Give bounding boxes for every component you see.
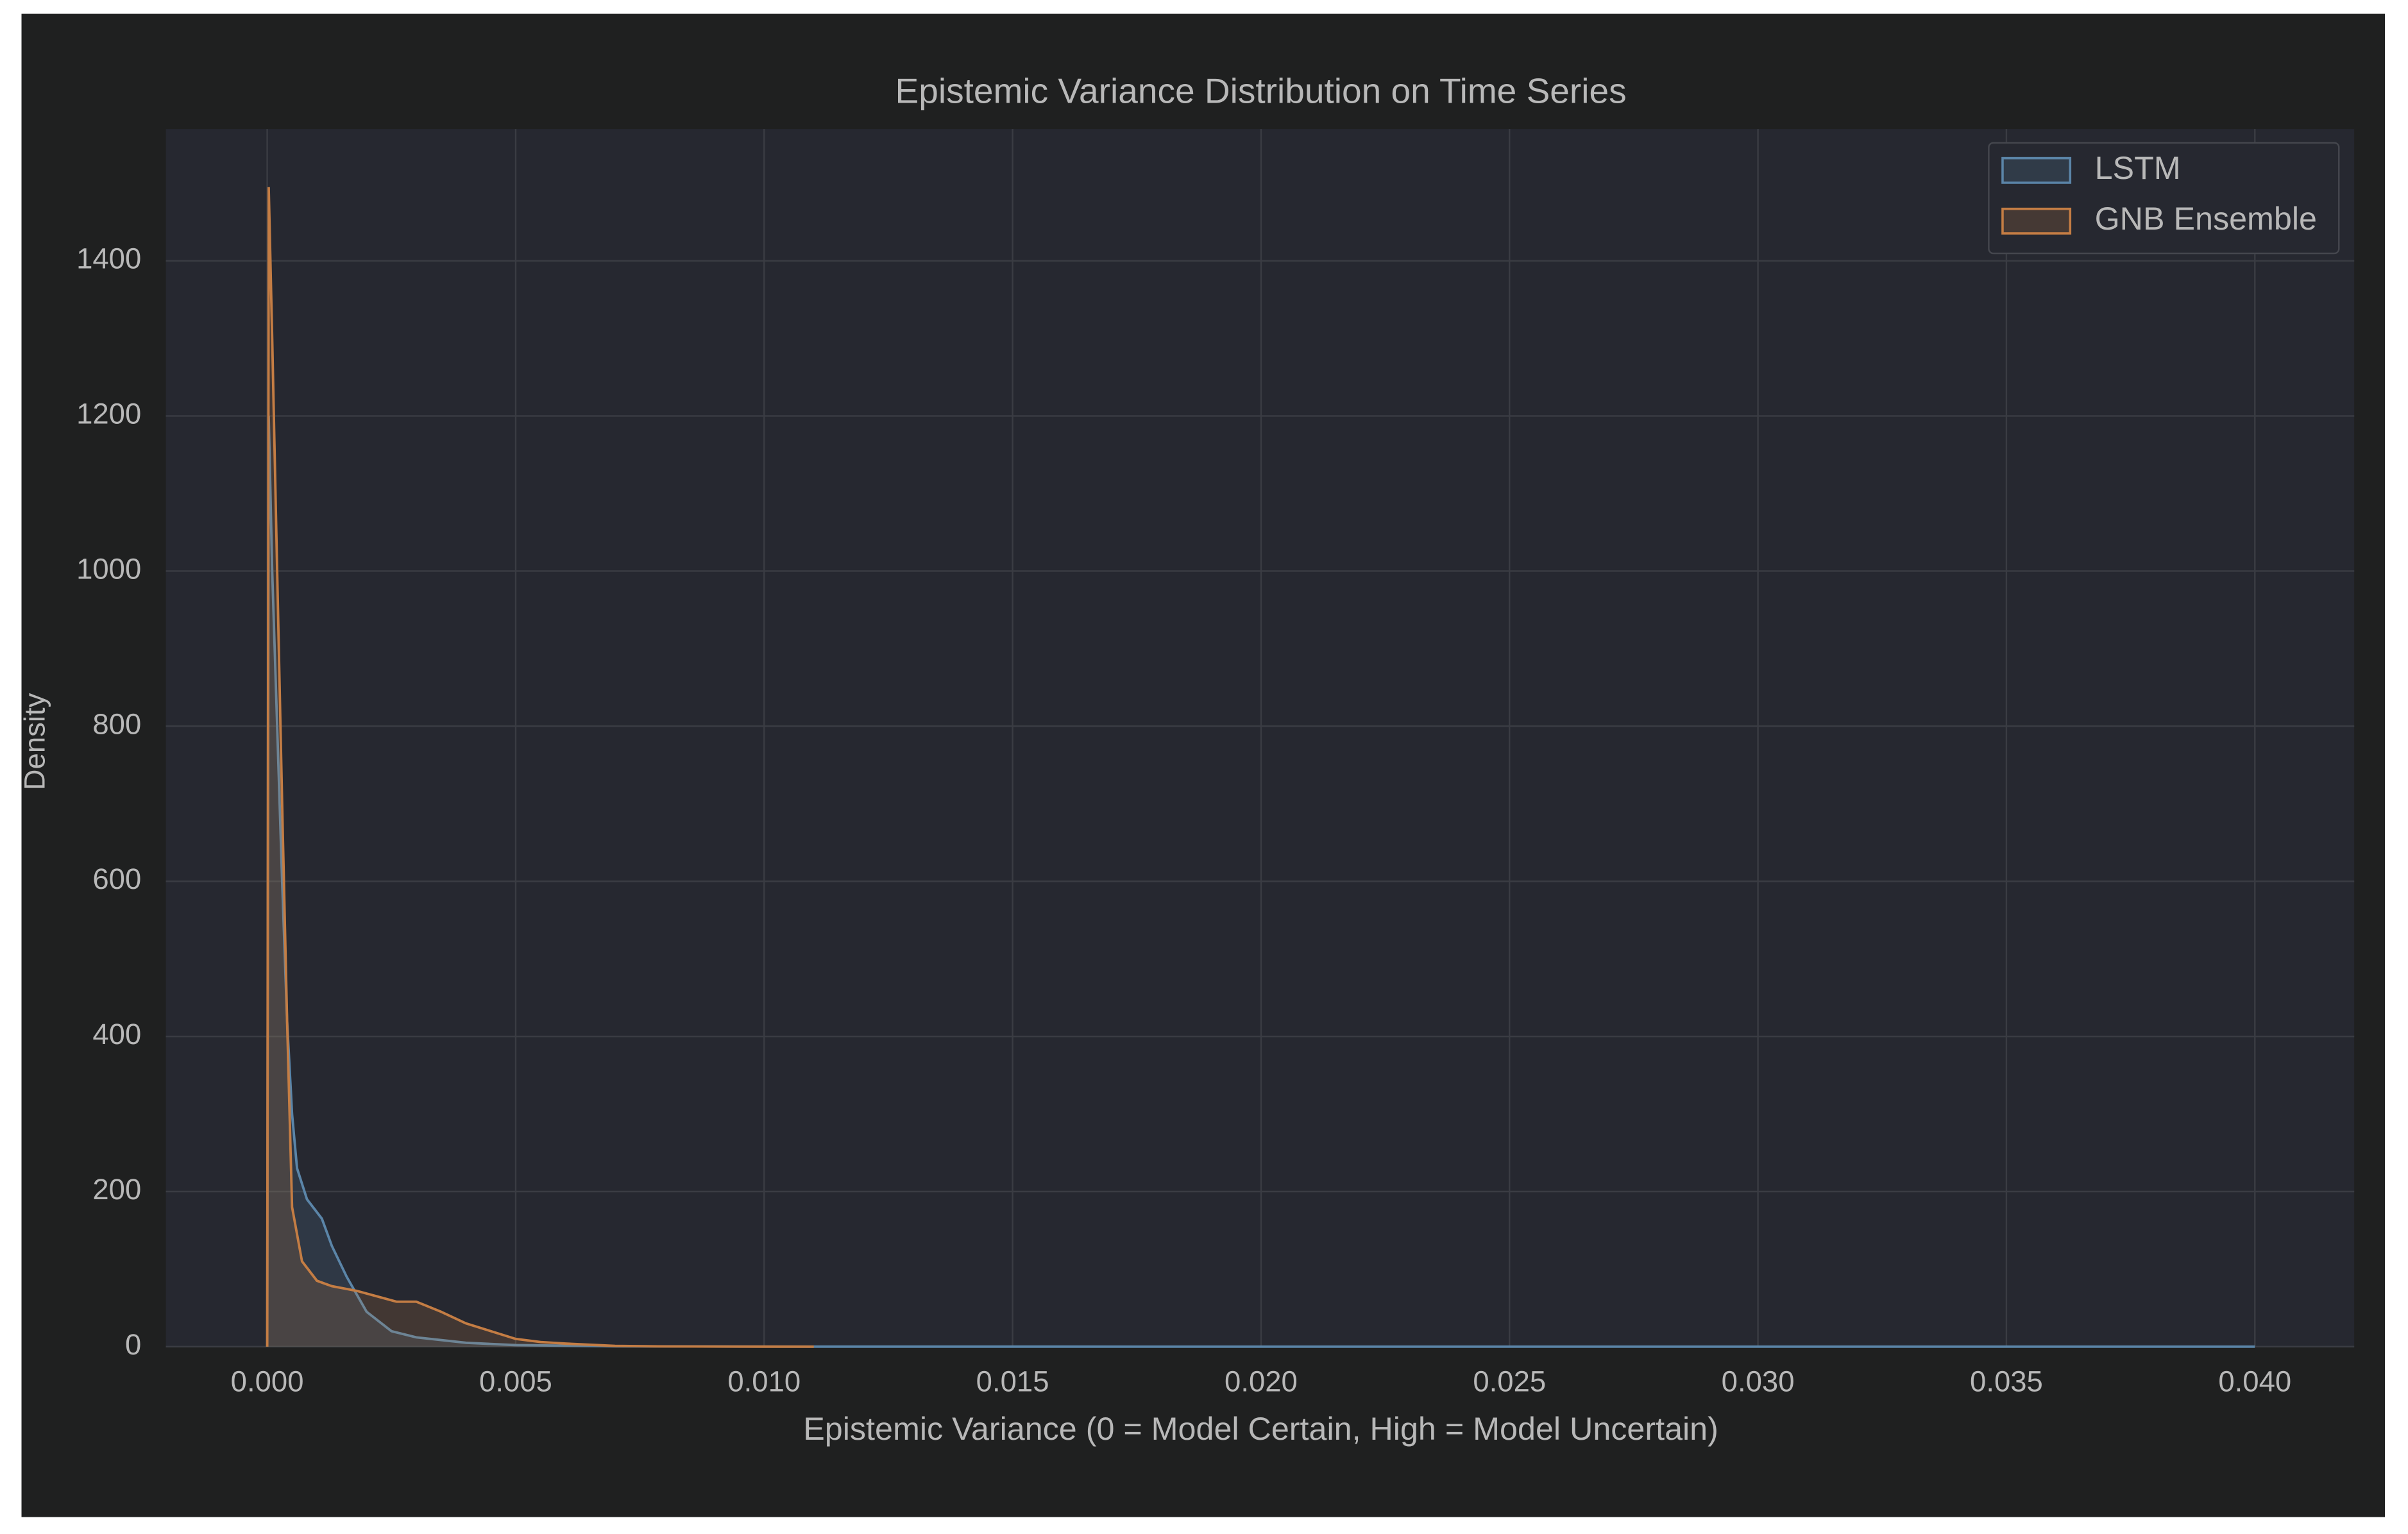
y-tick-label: 600 bbox=[92, 863, 141, 895]
x-tick-label: 0.040 bbox=[2218, 1365, 2291, 1397]
y-tick-label: 1000 bbox=[76, 553, 141, 586]
legend-swatch bbox=[2001, 207, 2072, 235]
legend-box bbox=[1988, 142, 2340, 255]
y-tick-label: 200 bbox=[92, 1173, 141, 1206]
x-tick-label: 0.020 bbox=[1225, 1365, 1298, 1397]
y-tick-label: 0 bbox=[125, 1328, 141, 1361]
y-tick-label: 400 bbox=[92, 1018, 141, 1050]
marks bbox=[266, 187, 2255, 1348]
x-axis-label: Epistemic Variance (0 = Model Certain, H… bbox=[803, 1410, 1718, 1447]
x-tick-label: 0.025 bbox=[1473, 1365, 1546, 1397]
x-tick-label: 0.015 bbox=[976, 1365, 1049, 1397]
x-tick-label: 0.005 bbox=[479, 1365, 552, 1397]
x-tick-label: 0.010 bbox=[727, 1365, 801, 1397]
x-tick-label: 0.030 bbox=[1722, 1365, 1795, 1397]
x-tick-label: 0.000 bbox=[231, 1365, 304, 1397]
grid bbox=[165, 129, 2355, 1348]
legend-swatch bbox=[2001, 156, 2072, 184]
chart-title: Epistemic Variance Distribution on Time … bbox=[895, 71, 1627, 111]
legend: LSTM GNB Ensemble bbox=[1988, 142, 2340, 255]
x-tick-label: 0.035 bbox=[1970, 1365, 2043, 1397]
legend-label: GNB Ensemble bbox=[2095, 200, 2317, 237]
legend-label: LSTM bbox=[2095, 149, 2181, 186]
line bbox=[266, 187, 814, 1348]
y-tick-label: 1400 bbox=[76, 242, 141, 275]
plot-background bbox=[165, 129, 2355, 1347]
y-axis-label: Density bbox=[18, 693, 51, 790]
y-tick-label: 800 bbox=[92, 707, 141, 740]
y-tick-label: 1200 bbox=[76, 398, 141, 430]
